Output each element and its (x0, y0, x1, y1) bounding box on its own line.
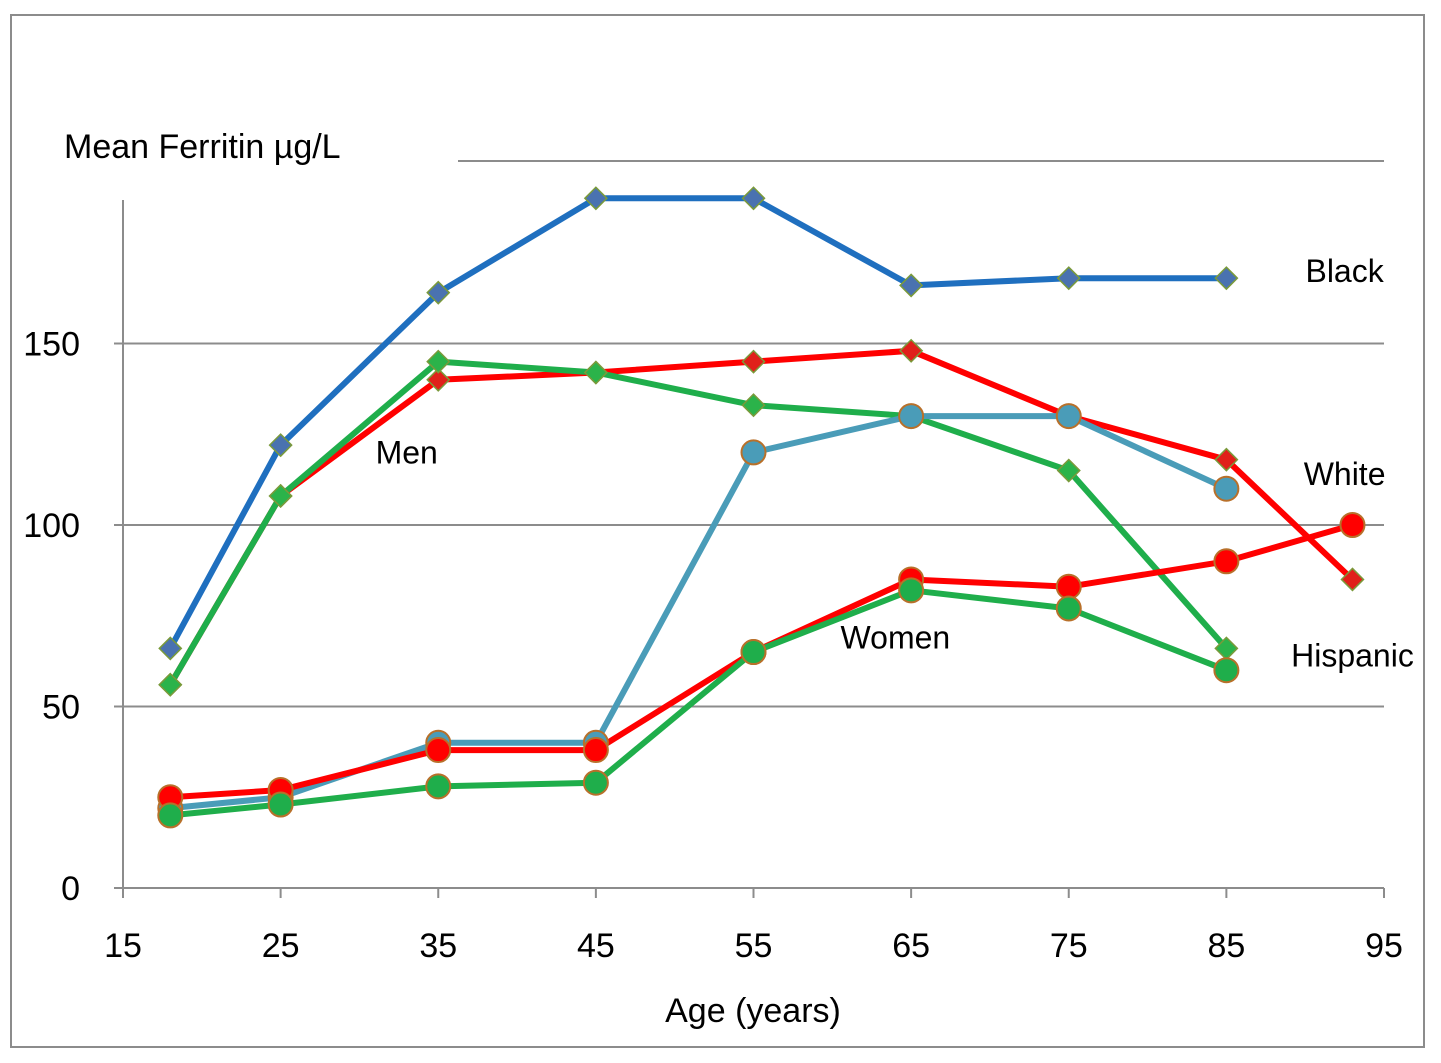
y-tick-label-1: 50 (42, 689, 80, 727)
point-women-4-2 (425, 737, 452, 764)
point-women-4-8 (1339, 512, 1366, 538)
point-men-0-5 (899, 273, 924, 298)
y-axis-title: Mean Ferritin µg/L (64, 128, 341, 166)
point-women-5-6 (1055, 595, 1082, 622)
x-tick-label-5: 65 (892, 927, 930, 965)
gridlines (123, 342, 1384, 708)
y-tick-label-0: 0 (61, 870, 80, 908)
point-men-0-2 (426, 280, 451, 305)
point-women-3-5 (898, 403, 925, 430)
series-line-men-1 (167, 347, 1356, 688)
annotations: Black Men White Women Hispanic (376, 253, 1414, 674)
x-tick-label-8: 95 (1365, 927, 1403, 965)
point-women-5-1 (267, 791, 294, 818)
x-tick-label-4: 55 (735, 927, 773, 965)
point-men-2-4 (741, 393, 766, 418)
series-line-men-2 (167, 358, 1230, 688)
point-women-5-7 (1213, 657, 1240, 684)
point-women-4-7 (1213, 548, 1240, 575)
annotation-black: Black (1305, 253, 1384, 289)
point-women-3-7 (1213, 475, 1240, 502)
point-women-3-6 (1055, 403, 1082, 430)
point-men-0-4 (741, 186, 766, 211)
point-men-2-6 (1056, 458, 1081, 483)
point-men-2-0 (158, 672, 183, 697)
series-line-men-0 (167, 195, 1230, 652)
point-women-3-4 (740, 439, 767, 466)
y-tick-label-2: 100 (23, 507, 80, 545)
point-men-1-2 (426, 367, 451, 392)
x-tick-label-3: 45 (577, 927, 615, 965)
chart-frame (10, 14, 1425, 1048)
point-men-0-7 (1214, 266, 1239, 291)
point-women-5-2 (425, 773, 452, 800)
x-axis-title: Age (years) (665, 992, 841, 1030)
point-men-2-1 (268, 483, 293, 509)
annotation-hispanic: Hispanic (1291, 638, 1414, 674)
point-men-1-8 (1340, 567, 1365, 592)
series-line-women-5 (167, 587, 1230, 819)
point-women-4-6 (1055, 573, 1082, 600)
point-women-5-0 (157, 802, 184, 829)
point-men-1-5 (899, 338, 924, 363)
point-men-1-4 (741, 349, 766, 374)
series-line-women-3 (167, 413, 1230, 812)
point-women-5-3 (582, 769, 609, 796)
series-layer (157, 186, 1366, 829)
point-women-4-3 (582, 737, 609, 764)
point-men-0-0 (158, 636, 183, 661)
annotation-women: Women (841, 619, 951, 655)
axes: 0 50 100 150 15 25 35 45 55 65 75 85 95 (23, 200, 1403, 965)
annotation-white: White (1304, 456, 1386, 492)
point-men-2-3 (583, 360, 608, 385)
point-men-1-7 (1214, 447, 1239, 472)
annotation-men: Men (376, 434, 438, 470)
x-tick-label-0: 15 (104, 927, 142, 965)
x-tick-label-6: 75 (1050, 927, 1088, 965)
point-men-2-2 (426, 349, 451, 374)
x-tick-label-1: 25 (262, 927, 300, 965)
point-men-0-1 (268, 433, 293, 458)
x-tick-label-2: 35 (419, 927, 457, 965)
point-men-0-6 (1056, 266, 1081, 291)
point-men-0-3 (583, 186, 608, 211)
y-tick-label-3: 150 (23, 326, 80, 364)
point-women-5-4 (740, 639, 767, 666)
point-women-5-5 (898, 577, 925, 604)
x-tick-label-7: 85 (1207, 927, 1245, 965)
